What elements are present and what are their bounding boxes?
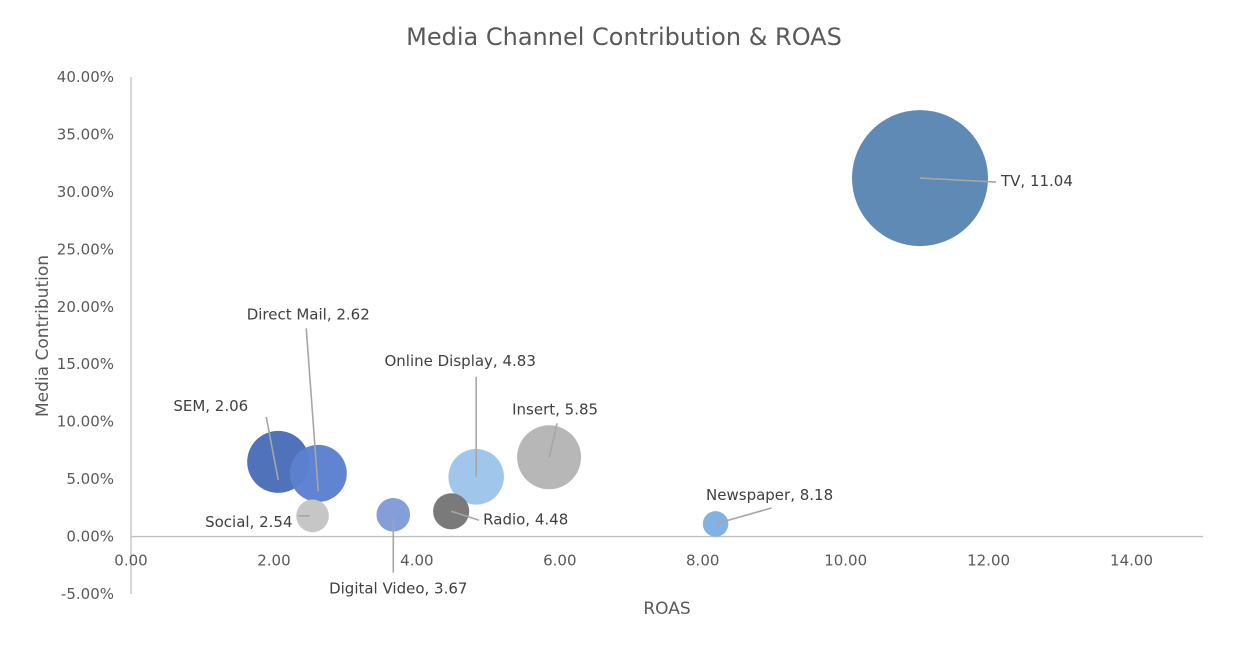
data-label-sem: SEM, 2.06 [173, 397, 248, 415]
leader-line-sem [265, 416, 280, 481]
x-tick-label: 0.00 [114, 552, 147, 570]
y-axis-ticks: -5.00% 0.00% 5.00% 10.00% 15.00% 20.00% 25.00%… [57, 68, 114, 603]
data-label-digital-video: Digital Video, 3.67 [329, 580, 467, 598]
x-tick-label: 4.00 [400, 552, 433, 570]
leader-line-tv [919, 177, 997, 183]
y-tick-label: 30.00% [57, 183, 114, 201]
y-tick-label: 10.00% [57, 413, 114, 431]
x-tick-label: 10.00 [824, 552, 867, 570]
plot-area: -5.00% 0.00% 5.00% 10.00% 15.00% 20.00% 25.00%… [57, 68, 1203, 603]
bubble-social [296, 499, 329, 533]
y-tick-label: 25.00% [57, 240, 114, 258]
x-axis-ticks: 0.00 2.00 4.00 6.00 8.00 10.00 12.00 14.00 [114, 552, 1153, 570]
data-label-social: Social, 2.54 [205, 513, 292, 531]
y-tick-label: 0.00% [66, 528, 114, 546]
leader-line-insert [548, 423, 558, 458]
y-axis-title: Media Contribution [33, 255, 53, 417]
data-labels: SEM, 2.06 Direct Mail, 2.62 Social, 2.54 Di… [173, 172, 1073, 598]
bubble-series [247, 110, 988, 537]
bubble-digital-video [376, 497, 411, 532]
x-tick-label: 6.00 [543, 552, 576, 570]
bubble-direct-mail [289, 444, 347, 502]
data-label-insert: Insert, 5.85 [512, 400, 598, 418]
y-tick-label: 35.00% [57, 125, 114, 143]
x-tick-label: 14.00 [1110, 552, 1153, 570]
leader-lines [265, 177, 997, 573]
data-label-online-display: Online Display, 4.83 [384, 352, 535, 370]
x-tick-label: 8.00 [686, 552, 719, 570]
leader-line-radio [450, 510, 480, 522]
y-tick-label: 15.00% [57, 355, 114, 373]
y-tick-label: 5.00% [66, 470, 114, 488]
y-tick-label: 40.00% [57, 68, 114, 86]
data-label-direct-mail: Direct Mail, 2.62 [247, 305, 370, 323]
data-label-tv: TV, 11.04 [1000, 172, 1073, 190]
y-tick-label: -5.00% [61, 585, 114, 603]
chart-title: Media Channel Contribution & ROAS [406, 23, 842, 51]
x-axis-title: ROAS [643, 599, 690, 619]
x-tick-label: 12.00 [967, 552, 1010, 570]
data-label-newspaper: Newspaper, 8.18 [706, 486, 833, 504]
leader-line-direct-mail [305, 328, 320, 492]
y-tick-label: 20.00% [57, 298, 114, 316]
data-label-radio: Radio, 4.48 [483, 510, 568, 528]
leader-line-newspaper [715, 507, 772, 525]
x-tick-label: 2.00 [257, 552, 290, 570]
